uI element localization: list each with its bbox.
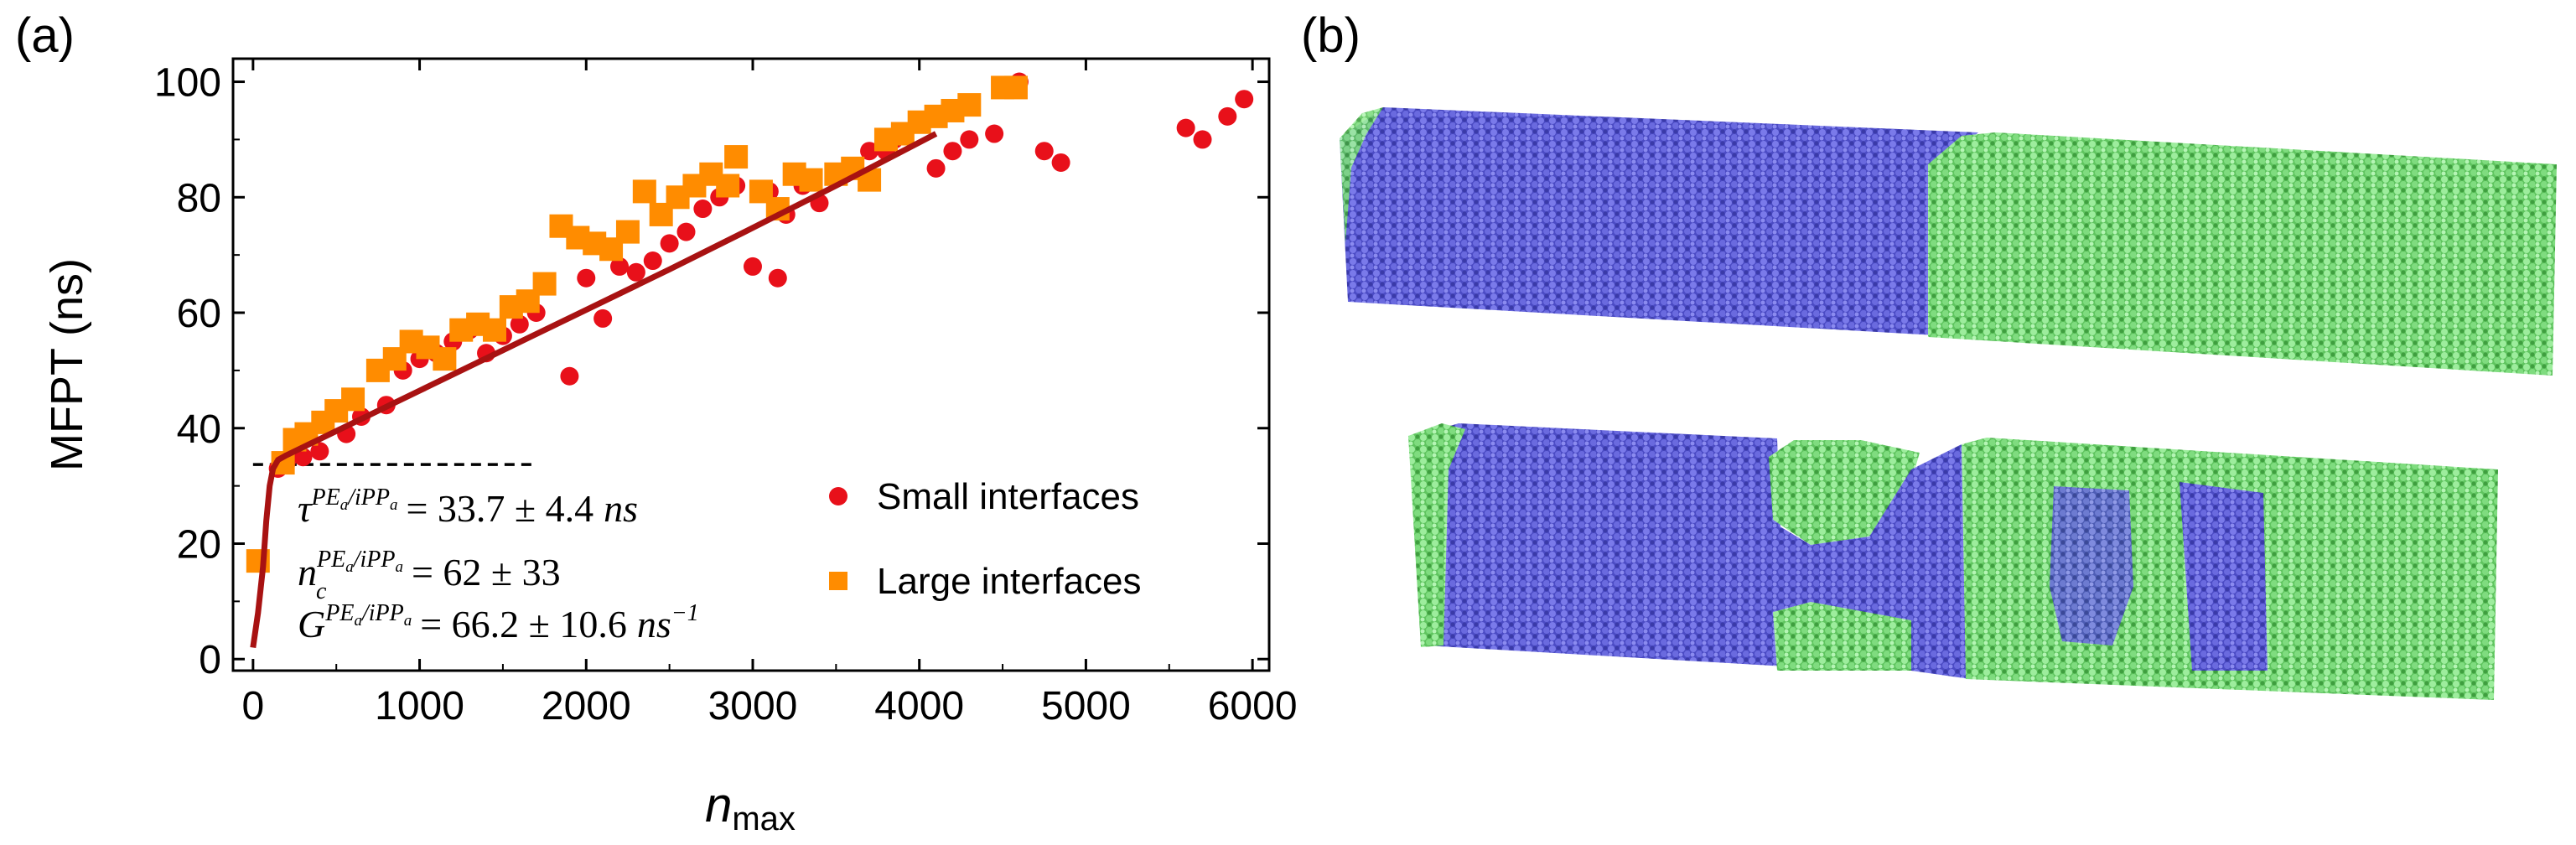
large-interfaces-series bbox=[246, 75, 1028, 573]
bottom-box-blue-left bbox=[1417, 423, 1786, 666]
x-tick-label: 3000 bbox=[708, 684, 798, 728]
large-interface-point bbox=[433, 347, 457, 371]
x-tick-label: 0 bbox=[241, 684, 264, 728]
small-interface-point bbox=[693, 200, 713, 219]
bottom-box-blue-middle bbox=[1769, 444, 1970, 679]
legend-large-marker bbox=[829, 572, 847, 590]
x-axis-title-main: n bbox=[705, 778, 732, 832]
mfpt-chart: 0 1000 2000 3000 4000 5000 6000 0 20 40 60 80 100 MF… bbox=[42, 57, 1298, 837]
small-interface-point bbox=[310, 442, 329, 461]
annotation-nc-subscript: c bbox=[316, 578, 327, 604]
large-interface-point bbox=[532, 272, 557, 296]
bottom-box-green-left-edge bbox=[1408, 423, 1465, 647]
small-interface-point bbox=[1218, 106, 1237, 126]
x-tick-label: 6000 bbox=[1208, 684, 1298, 728]
large-interface-point bbox=[799, 168, 823, 192]
small-interface-point bbox=[1051, 153, 1070, 172]
small-interface-point bbox=[610, 257, 630, 276]
small-interface-point bbox=[1235, 90, 1254, 109]
small-interface-point bbox=[593, 308, 613, 328]
x-tick-label: 1000 bbox=[375, 684, 464, 728]
fit-curve bbox=[250, 131, 938, 649]
small-interface-point bbox=[660, 234, 679, 253]
small-interface-point bbox=[860, 142, 879, 161]
bottom-box-green-blob-bottom bbox=[1773, 602, 1920, 671]
top-simulation-box bbox=[1340, 107, 2557, 376]
small-interface-point bbox=[1176, 118, 1195, 137]
ticks-layer: 0 1000 2000 3000 4000 5000 6000 0 20 40 60 80 100 bbox=[154, 59, 1298, 728]
legend-small-label: Small interfaces bbox=[877, 476, 1139, 517]
small-interface-point bbox=[926, 158, 946, 178]
top-box-green-edge bbox=[1340, 107, 1383, 243]
legend-small-marker bbox=[829, 487, 847, 505]
small-interfaces-series bbox=[268, 72, 1254, 478]
small-interface-point bbox=[768, 268, 787, 288]
panel-b-label: (b) bbox=[1301, 8, 1361, 63]
large-interface-point bbox=[632, 179, 656, 204]
annotation-g: GPEa/iPPa = 66.2 ± 10.6 ns−1 bbox=[298, 600, 699, 645]
small-interface-point bbox=[626, 262, 645, 282]
large-interface-point bbox=[482, 318, 506, 342]
annotation-nc: nPEa/iPPa = 62 ± 33 bbox=[298, 547, 561, 594]
small-interface-point bbox=[985, 124, 1004, 143]
plot-frame bbox=[231, 57, 1271, 672]
small-interface-point bbox=[510, 314, 529, 334]
x-tick-label: 5000 bbox=[1041, 684, 1131, 728]
small-interface-point bbox=[943, 142, 962, 161]
panel-a-label: (a) bbox=[15, 8, 75, 63]
y-tick-label: 100 bbox=[154, 61, 221, 106]
bottom-simulation-box bbox=[1408, 423, 2498, 700]
top-box-green-region bbox=[1928, 132, 2557, 376]
large-interface-point bbox=[341, 387, 365, 412]
large-interface-point bbox=[724, 145, 749, 169]
x-axis-title: nmax bbox=[705, 778, 796, 837]
top-box-blue-region bbox=[1340, 107, 1978, 335]
y-axis-title: MFPT (ns) bbox=[42, 258, 92, 471]
small-interface-point bbox=[643, 251, 662, 271]
large-interface-point bbox=[957, 93, 982, 117]
y-tick-label: 40 bbox=[177, 407, 221, 452]
small-interface-point bbox=[676, 222, 696, 241]
y-tick-label: 20 bbox=[177, 522, 221, 567]
bottom-box-blue-stripe-1 bbox=[2050, 486, 2133, 645]
legend-large-label: Large interfaces bbox=[877, 561, 1142, 602]
fit-annotations: τPEa/iPPa = 33.7 ± 4.4 ns nPEa/iPPa = 62 ± … bbox=[298, 485, 699, 645]
small-interface-point bbox=[743, 257, 762, 276]
small-interface-point bbox=[560, 366, 579, 386]
y-tick-label: 60 bbox=[177, 292, 221, 336]
large-interface-point bbox=[716, 174, 740, 198]
small-interface-point bbox=[1034, 142, 1054, 161]
y-tick-label: 80 bbox=[177, 176, 221, 220]
large-interface-point bbox=[615, 220, 640, 244]
x-tick-label: 2000 bbox=[542, 684, 631, 728]
x-tick-label: 4000 bbox=[874, 684, 964, 728]
annotation-tau: τPEa/iPPa = 33.7 ± 4.4 ns bbox=[298, 485, 638, 530]
small-interface-point bbox=[577, 268, 596, 288]
bottom-box-blue-stripe-2 bbox=[2179, 482, 2268, 671]
x-axis-title-sub: max bbox=[732, 801, 796, 837]
small-interface-point bbox=[1193, 130, 1212, 149]
small-interface-point bbox=[960, 130, 979, 149]
large-interface-point bbox=[1003, 75, 1028, 100]
fit-layer bbox=[250, 131, 938, 649]
panel-b-rendering bbox=[1340, 107, 2557, 700]
y-tick-label: 0 bbox=[199, 638, 221, 682]
legend: Small interfaces Large interfaces bbox=[829, 476, 1142, 602]
